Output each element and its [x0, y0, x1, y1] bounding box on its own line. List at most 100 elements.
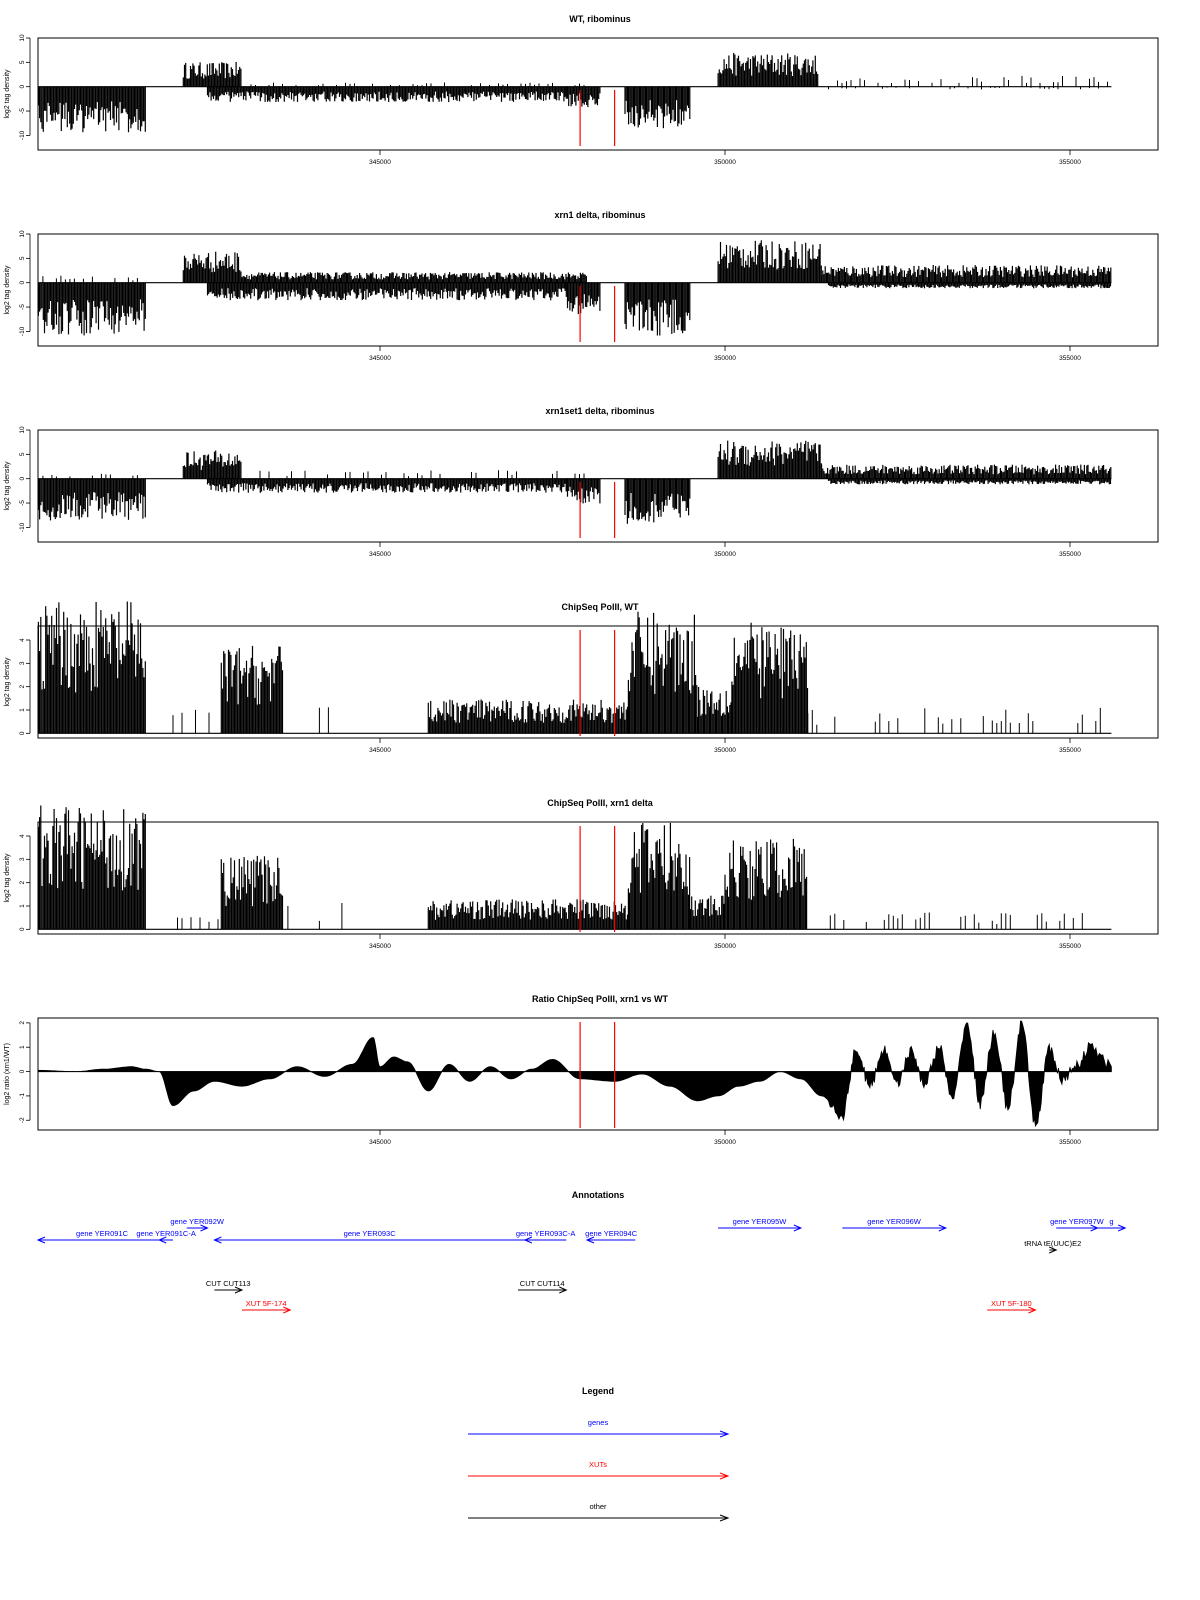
panel-chip_xrn1: ChipSeq PolII, xrn1 delta 4 3 2 1 0 log2 tag d…: [4, 798, 1159, 950]
legend-item: genes: [468, 1418, 730, 1438]
y-tick-label: 0: [19, 85, 26, 89]
panel-title: xrn1 delta, ribominus: [554, 210, 645, 220]
y-tick-label: 4: [19, 638, 26, 642]
panel-xrn1: xrn1 delta, ribominus 10 5 0 -5 -10 log2 tag d…: [4, 210, 1159, 362]
annotations-title: Annotations: [572, 1190, 625, 1200]
feature-label: gene YER097W: [1050, 1217, 1105, 1226]
plot-frame: [37, 1017, 1159, 1131]
y-tick-label: 3: [19, 857, 26, 861]
y-tick-label: -5: [19, 108, 26, 114]
y-tick-label: 10: [19, 34, 26, 42]
panel-title: ChipSeq PolII, WT: [562, 602, 639, 612]
annotation-feature: gene YER093C: [213, 1229, 525, 1244]
x-tick-label: 350000: [714, 1139, 736, 1146]
x-tick-label: 355000: [1059, 159, 1081, 166]
x-tick-label: 350000: [714, 747, 736, 754]
y-tick-label: 2: [19, 684, 26, 688]
legend-arrowhead: [719, 1514, 730, 1522]
legend-panel: Legend genes XUTs other: [468, 1386, 730, 1522]
annotation-feature: gene YER092W: [170, 1217, 225, 1232]
x-tick-label: 345000: [369, 943, 391, 950]
panel-chip_wt: ChipSeq PolII, WT 4 3 2 1 0 log2 tag density 34…: [4, 601, 1159, 754]
y-tick-label: 0: [19, 927, 26, 931]
legend-item: XUTs: [468, 1460, 730, 1480]
annotation-feature: tRNA tE(UUC)E2: [1024, 1239, 1081, 1254]
y-tick-label: -10: [19, 130, 26, 140]
feature-label: gene YER091C-A: [136, 1229, 195, 1238]
legend-item: other: [468, 1502, 730, 1522]
annotation-feature: XUT 5F-174: [242, 1299, 292, 1314]
x-axis: 345000 350000 355000: [369, 738, 1081, 754]
feature-arrowhead: [200, 1224, 209, 1232]
data-bars: [37, 805, 1083, 930]
y-tick-label: 5: [19, 452, 26, 456]
y-tick-label: -10: [19, 326, 26, 336]
x-tick-label: 355000: [1059, 1139, 1081, 1146]
feature-label: gene YER091C: [76, 1229, 129, 1238]
y-axis: 10 5 0 -5 -10 log2 tag density: [4, 230, 31, 336]
y-tick-label: 5: [19, 256, 26, 260]
x-tick-label: 350000: [714, 943, 736, 950]
annotation-feature: gene YER093C-A: [516, 1229, 575, 1244]
y-tick-label: -10: [19, 522, 26, 532]
y-tick-label: 1: [19, 708, 26, 712]
annotation-feature: gene YER095W: [718, 1217, 803, 1232]
y-tick-label: 2: [19, 880, 26, 884]
feature-label: XUT 5F-180: [991, 1299, 1032, 1308]
y-tick-label: 10: [19, 230, 26, 238]
y-tick-label: 10: [19, 426, 26, 434]
annotation-feature: gene YER091C-A: [136, 1229, 196, 1244]
panel-title: ChipSeq PolII, xrn1 delta: [547, 798, 654, 808]
feature-label: gene YER093C: [344, 1229, 397, 1238]
legend-arrowhead: [719, 1472, 730, 1480]
feature-label: CUT CUT114: [520, 1279, 565, 1288]
feature-arrowhead: [213, 1236, 222, 1244]
y-tick-label: 0: [19, 477, 26, 481]
x-tick-label: 345000: [369, 1139, 391, 1146]
y-tick-label: 0: [19, 731, 26, 735]
feature-label: XUT 5F-174: [246, 1299, 287, 1308]
y-tick-label: 1: [19, 904, 26, 908]
annotation-feature: gene YER091C: [36, 1229, 167, 1244]
x-tick-label: 355000: [1059, 551, 1081, 558]
x-axis: 345000 350000 355000: [369, 150, 1081, 166]
annotation-feature: gene YER097W: [1050, 1217, 1105, 1232]
annotation-feature: g: [1097, 1217, 1127, 1232]
x-tick-label: 345000: [369, 551, 391, 558]
feature-label: CUT CUT113: [206, 1279, 251, 1288]
y-axis: 10 5 0 -5 -10 log2 tag density: [4, 426, 31, 532]
y-axis-label: log2 tag density: [4, 461, 11, 511]
x-tick-label: 345000: [369, 747, 391, 754]
feature-label: gene YER093C-A: [516, 1229, 575, 1238]
feature-arrowhead: [793, 1224, 803, 1232]
annotation-feature: gene YER094C: [585, 1229, 638, 1244]
x-tick-label: 355000: [1059, 943, 1081, 950]
y-axis-label: log2 tag density: [4, 853, 11, 903]
data-bars: [37, 601, 1101, 734]
feature-arrowhead: [157, 1236, 167, 1244]
annotation-feature: CUT CUT114: [518, 1279, 568, 1294]
x-axis: 345000 350000 355000: [369, 934, 1081, 950]
y-tick-label: -2: [19, 1117, 26, 1123]
y-axis: 4 3 2 1 0 log2 tag density: [4, 834, 31, 931]
y-tick-label: 3: [19, 661, 26, 665]
annotation-feature: CUT CUT113: [206, 1279, 251, 1294]
feature-arrowhead: [1028, 1306, 1037, 1314]
feature-label: gene YER096W: [867, 1217, 922, 1226]
y-tick-label: 0: [19, 281, 26, 285]
y-tick-label: 2: [19, 1021, 26, 1025]
panel-title: WT, ribominus: [569, 14, 631, 24]
feature-arrowhead: [559, 1286, 568, 1294]
annotations-panel: Annotations gene YER091C gene YER091C-A gen…: [36, 1190, 1127, 1314]
feature-arrowhead: [234, 1286, 244, 1294]
y-axis: 10 5 0 -5 -10 log2 tag density: [4, 34, 31, 140]
feature-arrowhead: [1118, 1224, 1127, 1232]
feature-arrowhead: [283, 1306, 292, 1314]
feature-arrowhead: [938, 1224, 948, 1232]
x-tick-label: 350000: [714, 355, 736, 362]
feature-arrowhead: [1049, 1246, 1058, 1254]
feature-label: tRNA tE(UUC)E2: [1024, 1239, 1081, 1248]
panel-wt: WT, ribominus 10 5 0 -5 -10 log2 tag density 34…: [4, 14, 1159, 166]
y-tick-label: -5: [19, 304, 26, 310]
